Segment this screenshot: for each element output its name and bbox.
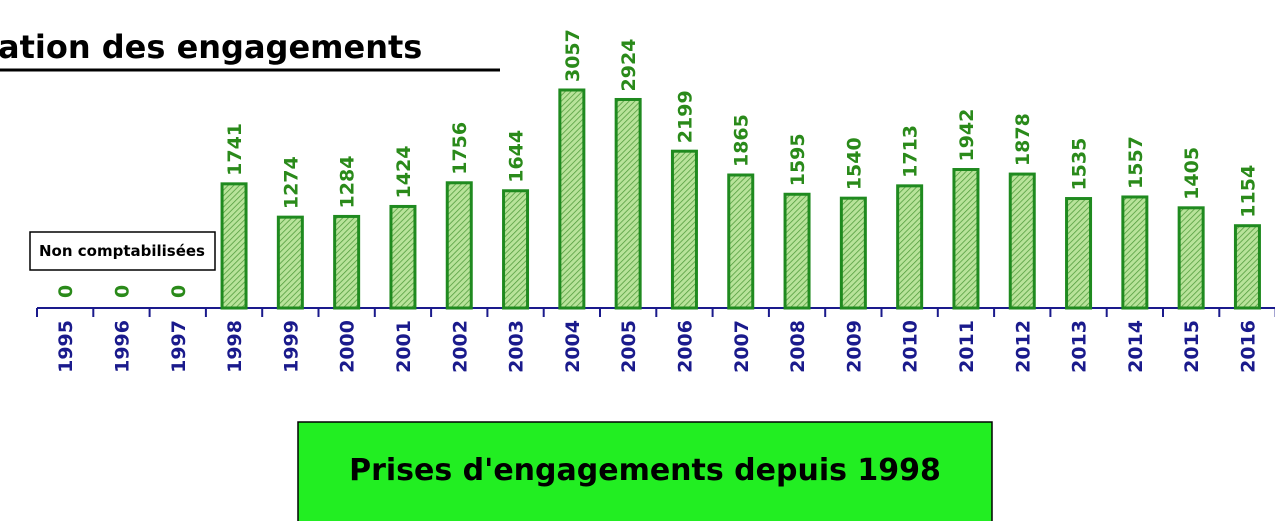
bar [389, 204, 417, 310]
value-label: 1865 [731, 114, 753, 167]
value-label: 1595 [787, 133, 809, 186]
bar [558, 88, 586, 310]
x-tick-label: 2000 [337, 320, 359, 373]
x-tick-label: 1995 [55, 320, 77, 373]
x-tick-label: 1996 [111, 320, 133, 373]
x-tick-label: 2002 [449, 320, 471, 373]
bar [220, 182, 248, 310]
value-label: 1540 [843, 137, 865, 190]
x-tick-label: 2007 [731, 320, 753, 373]
bar [1233, 224, 1261, 310]
value-label: 1284 [337, 156, 359, 209]
bar [896, 184, 924, 310]
value-label: 1878 [1012, 113, 1034, 166]
value-label: 1405 [1181, 147, 1203, 200]
subtitle: Prises d'engagements depuis 1998 [349, 453, 941, 488]
value-label: 1942 [956, 109, 978, 162]
value-label: 1535 [1069, 138, 1091, 191]
x-tick-label: 1999 [280, 320, 302, 373]
x-tick-label: 1997 [168, 320, 190, 373]
bar [952, 168, 980, 310]
bar [333, 214, 361, 310]
bar [1008, 172, 1036, 310]
x-tick-label: 2012 [1012, 320, 1034, 373]
x-tick-label: 2010 [900, 320, 922, 373]
value-label: 2924 [618, 39, 640, 92]
value-label: 0 [55, 285, 77, 298]
x-tick-label: 2005 [618, 320, 640, 373]
x-tick-label: 2011 [956, 320, 978, 373]
bar [1121, 195, 1149, 310]
x-tick-label: 2006 [674, 320, 696, 373]
x-tick-label: 2001 [393, 320, 415, 373]
value-label: 0 [111, 285, 133, 298]
value-label: 2199 [674, 90, 696, 143]
value-label: 3057 [562, 29, 584, 82]
value-label: 1644 [506, 130, 528, 183]
bar [1177, 206, 1205, 310]
bar [276, 215, 304, 310]
value-label: 1713 [900, 125, 922, 178]
x-tick-label: 2016 [1237, 320, 1259, 373]
bar [839, 196, 867, 310]
x-tick-label: 2013 [1069, 320, 1091, 373]
value-label: 0 [168, 285, 190, 298]
x-tick-label: 2015 [1181, 320, 1203, 373]
value-label: 1557 [1125, 136, 1147, 189]
x-tick-label: 2004 [562, 320, 584, 373]
annotation: Non comptabilisées [39, 242, 205, 260]
bar [670, 149, 698, 310]
bar [783, 192, 811, 310]
value-label: 1154 [1237, 165, 1259, 218]
bar [502, 189, 530, 310]
bar [1065, 197, 1093, 310]
bar [445, 181, 473, 310]
value-label: 1274 [280, 156, 302, 209]
bar [727, 173, 755, 310]
subtitle-box [297, 421, 993, 521]
x-tick-label: 2009 [843, 320, 865, 373]
bar [614, 97, 642, 310]
annotation-box [29, 231, 216, 271]
x-tick-label: 2014 [1125, 320, 1147, 373]
x-tick-label: 1998 [224, 320, 246, 373]
value-label: 1756 [449, 122, 471, 175]
x-tick-label: 2003 [506, 320, 528, 373]
x-tick-label: 2008 [787, 320, 809, 373]
chart-title: ation des engagements [0, 28, 422, 66]
value-label: 1741 [224, 123, 246, 176]
value-label: 1424 [393, 146, 415, 199]
